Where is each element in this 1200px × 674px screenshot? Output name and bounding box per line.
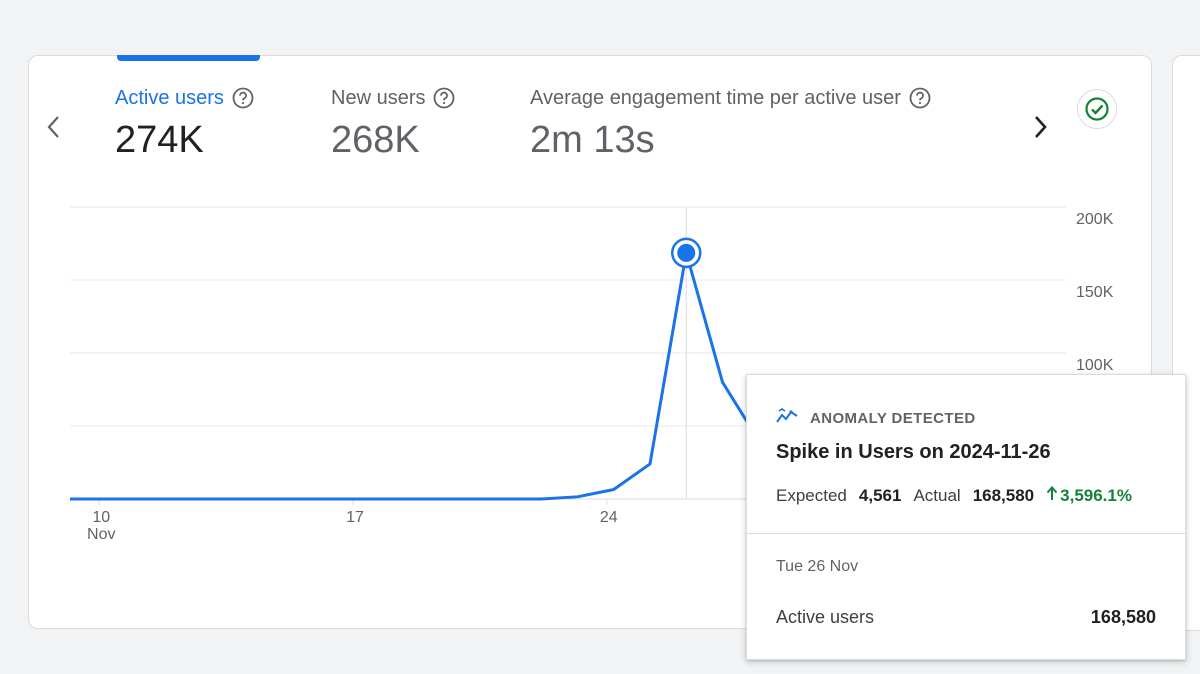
arrow-up-icon xyxy=(1046,485,1058,506)
help-circle-icon[interactable] xyxy=(433,87,455,109)
expected-value: 4,561 xyxy=(858,486,902,505)
x-tick-label: 17 xyxy=(346,509,364,526)
highlight-point xyxy=(677,243,696,262)
expected-label: Expected xyxy=(776,486,847,505)
series-line-active-users xyxy=(70,251,761,501)
anomaly-stats: Expected 4,561 Actual 168,580 3,596.1% xyxy=(776,485,1132,506)
check-circle-icon[interactable] xyxy=(1077,89,1117,129)
metric-tab-new-users[interactable]: New users 268K xyxy=(331,86,455,162)
metric-value: 2m 13s xyxy=(530,119,655,161)
metric-label: Active users xyxy=(115,86,254,110)
metric-value: 268K xyxy=(331,119,420,161)
tooltip-header: ANOMALY DETECTED xyxy=(776,407,976,430)
trending-anomaly-icon xyxy=(776,407,798,430)
change-percent: 3,596.1% xyxy=(1046,485,1132,506)
tooltip-metric-name: Active users xyxy=(776,607,875,627)
help-circle-icon[interactable] xyxy=(232,87,254,109)
y-tick-label: 150K xyxy=(1076,284,1114,301)
actual-value: 168,580 xyxy=(972,486,1035,505)
metric-label-text: Average engagement time per active user xyxy=(530,87,901,109)
metric-tab-active-users[interactable]: Active users 274K xyxy=(115,86,254,162)
tooltip-metric-value: 168,580 xyxy=(1090,607,1156,627)
help-circle-icon[interactable] xyxy=(909,87,931,109)
metric-label-text: Active users xyxy=(115,87,224,109)
anomaly-tooltip: ANOMALY DETECTED Spike in Users on 2024-… xyxy=(746,374,1186,660)
anomaly-title: Spike in Users on 2024-11-26 xyxy=(776,441,1051,463)
x-tick-label: 24 xyxy=(600,509,618,526)
metric-label-text: New users xyxy=(331,87,426,109)
chevron-left-icon[interactable] xyxy=(44,114,64,140)
anomaly-label: ANOMALY DETECTED xyxy=(810,410,976,427)
x-tick-label: 10 xyxy=(92,509,110,526)
y-tick-label: 200K xyxy=(1076,211,1114,228)
metric-label: Average engagement time per active user xyxy=(530,86,931,110)
chevron-right-icon[interactable] xyxy=(1030,114,1050,140)
metric-value: 274K xyxy=(115,119,204,161)
change-percent-value: 3,596.1% xyxy=(1060,485,1132,505)
actual-label: Actual xyxy=(913,486,961,505)
active-tab-indicator xyxy=(117,55,260,61)
tooltip-date: Tue 26 Nov xyxy=(776,558,859,575)
tooltip-metric-row: Active users 168,580 xyxy=(776,607,1156,628)
metric-label: New users xyxy=(331,86,455,110)
divider xyxy=(747,533,1185,534)
x-tick-month-label: Nov xyxy=(87,526,115,543)
metric-tab-avg-engagement-time[interactable]: Average engagement time per active user … xyxy=(530,86,931,162)
y-tick-label: 100K xyxy=(1076,357,1114,374)
